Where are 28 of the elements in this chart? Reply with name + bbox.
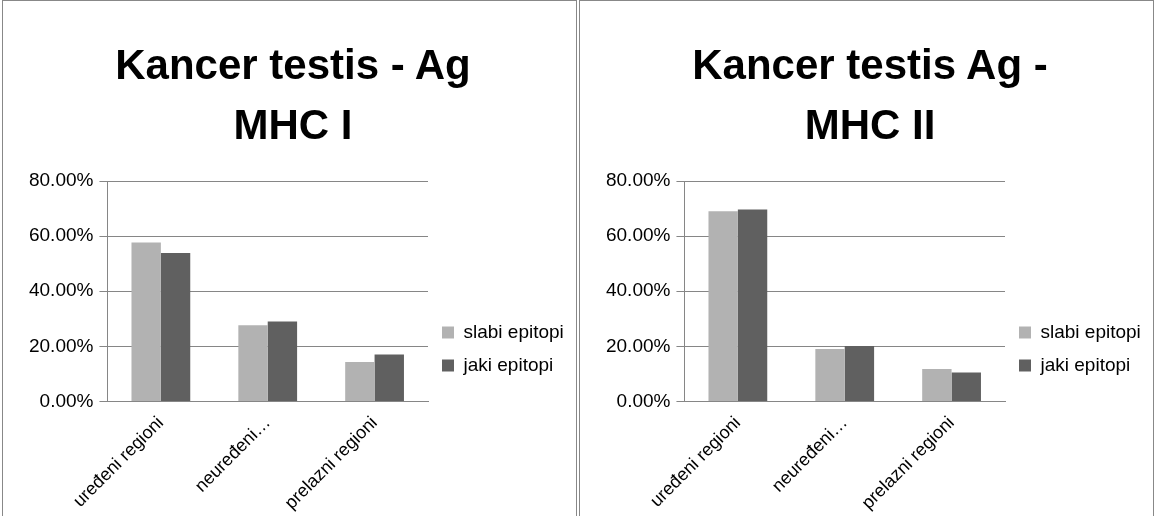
bar	[844, 346, 875, 401]
legend-label: jaki epitopi	[1039, 353, 1131, 375]
bar	[708, 211, 738, 401]
bar	[922, 368, 952, 401]
legend-label: slabi epitopi	[1040, 320, 1141, 342]
chart-title: Kancer testis - Ag MHC I	[114, 40, 472, 150]
y-tick-label: 20.00%	[28, 334, 94, 356]
bar	[131, 242, 161, 401]
bar	[737, 209, 768, 401]
bar	[374, 354, 404, 401]
legend-label: jaki epitopi	[462, 353, 554, 375]
legend-label: slabi epitopi	[463, 320, 564, 342]
bar	[238, 325, 268, 401]
y-tick-label: 40.00%	[28, 279, 94, 301]
y-tick-label: 0.00%	[39, 389, 94, 411]
bar	[345, 362, 375, 401]
y-tick-label: 60.00%	[28, 224, 94, 246]
bar	[815, 349, 845, 401]
chart-title: Kancer testis Ag - MHC II	[691, 40, 1049, 150]
bar	[951, 372, 981, 401]
y-tick-label: 40.00%	[605, 279, 671, 301]
y-tick-label: 20.00%	[605, 334, 671, 356]
bar	[160, 252, 191, 401]
y-tick-label: 0.00%	[616, 389, 671, 411]
y-tick-label: 60.00%	[605, 224, 671, 246]
y-tick-label: 80.00%	[605, 169, 671, 191]
bar	[267, 321, 298, 401]
y-tick-label: 80.00%	[28, 169, 94, 191]
